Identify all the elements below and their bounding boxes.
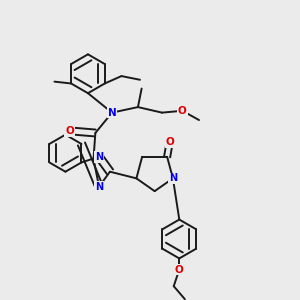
Text: N: N xyxy=(108,108,116,118)
Text: N: N xyxy=(95,182,103,192)
Text: O: O xyxy=(65,126,74,136)
Text: N: N xyxy=(169,173,177,183)
Text: O: O xyxy=(175,265,184,275)
Text: N: N xyxy=(95,152,103,162)
Text: O: O xyxy=(178,106,187,116)
Text: O: O xyxy=(165,137,174,147)
